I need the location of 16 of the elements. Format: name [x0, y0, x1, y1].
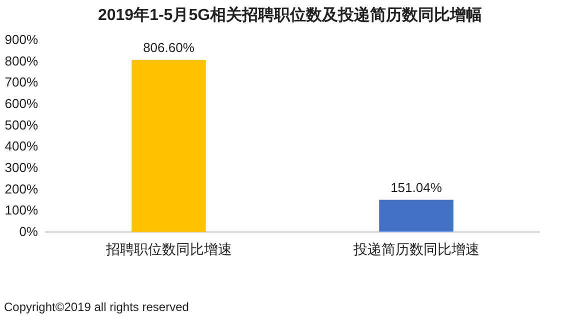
- y-tick-label: 300%: [4, 160, 38, 175]
- x-tick-label: 投递简历数同比增速: [352, 241, 480, 257]
- data-label: 151.04%: [390, 180, 442, 195]
- text: Copyright©2019 all rights reserved: [4, 300, 189, 314]
- y-tick-label: 900%: [4, 32, 38, 47]
- y-tick-label: 800%: [4, 53, 38, 68]
- y-tick-label: 400%: [4, 138, 38, 154]
- y-tick-label: 700%: [4, 74, 38, 90]
- y-tick-label: 500%: [4, 117, 38, 132]
- y-tick-label: 600%: [4, 96, 38, 111]
- y-tick-label: 200%: [4, 181, 38, 196]
- chart-title: 2019年1-5月5G相关招聘职位数及投递简历数同比增幅: [98, 6, 482, 24]
- data-label: 806.60%: [143, 40, 195, 55]
- y-tick-label: 100%: [4, 202, 38, 218]
- y-tick-label: 0%: [19, 224, 38, 239]
- x-tick-label: 招聘职位数同比增速: [104, 241, 232, 257]
